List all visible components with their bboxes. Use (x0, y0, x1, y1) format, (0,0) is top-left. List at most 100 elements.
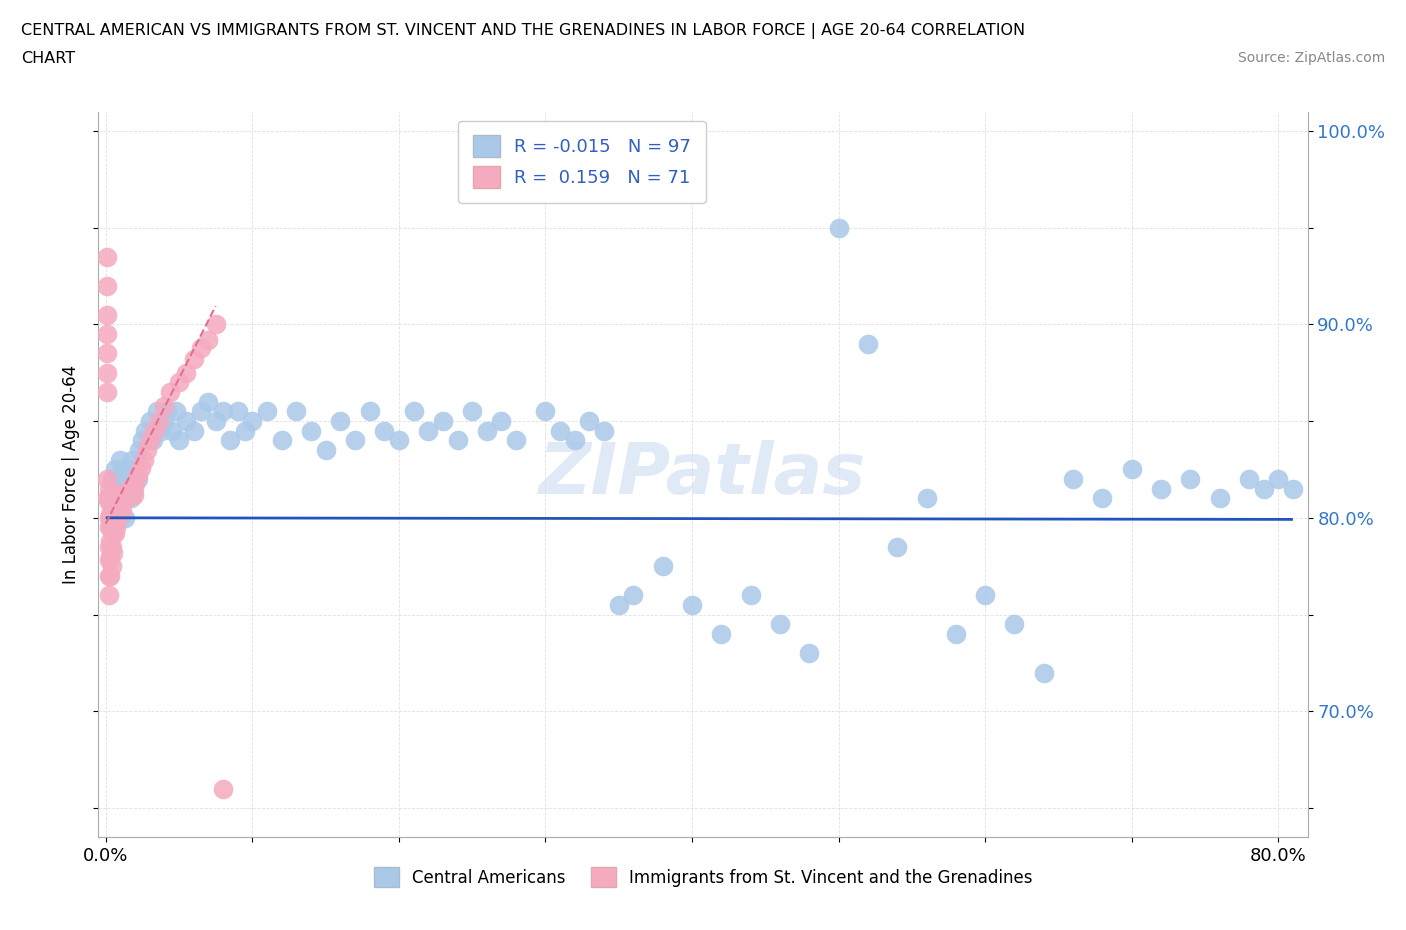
Point (329, 414, 352, 429)
Point (115, 491, 138, 506)
Point (103, 525, 125, 540)
Point (101, 520, 124, 535)
Point (118, 472, 141, 486)
Point (153, 414, 176, 429)
Point (114, 472, 136, 486)
Point (108, 487, 131, 502)
Point (1208, 491, 1230, 506)
Point (132, 452, 155, 467)
Point (1237, 472, 1260, 486)
Point (256, 404, 278, 418)
Point (142, 433, 165, 448)
Point (121, 482, 143, 497)
Point (799, 645, 821, 660)
Point (138, 433, 160, 448)
Point (110, 511, 132, 525)
Point (505, 433, 527, 448)
Point (183, 423, 205, 438)
Point (96, 346, 118, 361)
Point (112, 482, 135, 497)
Point (96, 307, 118, 322)
Point (534, 404, 557, 418)
Point (153, 398, 176, 413)
Point (446, 433, 468, 448)
Point (1253, 482, 1275, 497)
Point (98, 511, 121, 525)
Point (621, 588, 644, 603)
Point (108, 502, 131, 517)
Point (101, 545, 124, 560)
Point (159, 385, 181, 400)
Text: CHART: CHART (21, 51, 75, 66)
Point (97, 482, 120, 497)
Point (96, 365, 118, 380)
Point (114, 487, 136, 502)
Point (111, 491, 134, 506)
Point (98, 568, 121, 583)
Point (97, 553, 120, 568)
Point (98, 549, 121, 564)
Point (156, 404, 179, 418)
Point (270, 433, 292, 448)
Point (129, 460, 152, 475)
Point (122, 482, 145, 497)
Point (96, 472, 118, 486)
Point (856, 337, 879, 352)
Point (1062, 472, 1084, 486)
Point (388, 433, 411, 448)
Point (127, 468, 149, 483)
Legend: Central Americans, Immigrants from St. Vincent and the Grenadines: Central Americans, Immigrants from St. V… (367, 860, 1039, 894)
Point (131, 433, 153, 448)
Point (143, 423, 166, 438)
Point (107, 491, 129, 506)
Point (100, 520, 122, 535)
Point (146, 404, 169, 418)
Point (1282, 482, 1305, 497)
Point (212, 781, 235, 796)
Point (105, 511, 128, 525)
Point (1150, 482, 1173, 497)
Point (100, 472, 122, 486)
Point (578, 414, 600, 429)
Point (212, 404, 235, 418)
Point (945, 627, 967, 642)
Point (128, 443, 150, 458)
Point (183, 352, 205, 366)
Point (219, 433, 242, 448)
Point (150, 423, 173, 438)
Point (96, 249, 118, 264)
Point (103, 511, 125, 525)
Point (110, 452, 132, 467)
Point (974, 588, 997, 603)
Point (100, 507, 122, 522)
Point (100, 539, 122, 554)
Point (564, 433, 586, 448)
Point (103, 462, 125, 477)
Point (827, 220, 849, 235)
Point (1180, 472, 1202, 486)
Point (103, 500, 125, 515)
Point (1091, 491, 1114, 506)
Point (124, 462, 146, 477)
Point (167, 433, 190, 448)
Point (138, 414, 160, 429)
Point (491, 414, 513, 429)
Point (134, 423, 156, 438)
Point (107, 511, 129, 525)
Point (103, 495, 125, 510)
Point (197, 394, 219, 409)
Point (607, 597, 630, 612)
Point (110, 507, 132, 522)
Point (124, 475, 146, 490)
Text: ZIPatlas: ZIPatlas (540, 440, 866, 509)
Point (190, 404, 212, 418)
Text: Source: ZipAtlas.com: Source: ZipAtlas.com (1237, 51, 1385, 65)
Point (111, 502, 134, 517)
Point (97, 520, 120, 535)
Point (101, 491, 124, 506)
Point (165, 404, 187, 418)
Point (343, 433, 366, 448)
Point (111, 462, 134, 477)
Point (105, 487, 128, 502)
Point (114, 511, 136, 525)
